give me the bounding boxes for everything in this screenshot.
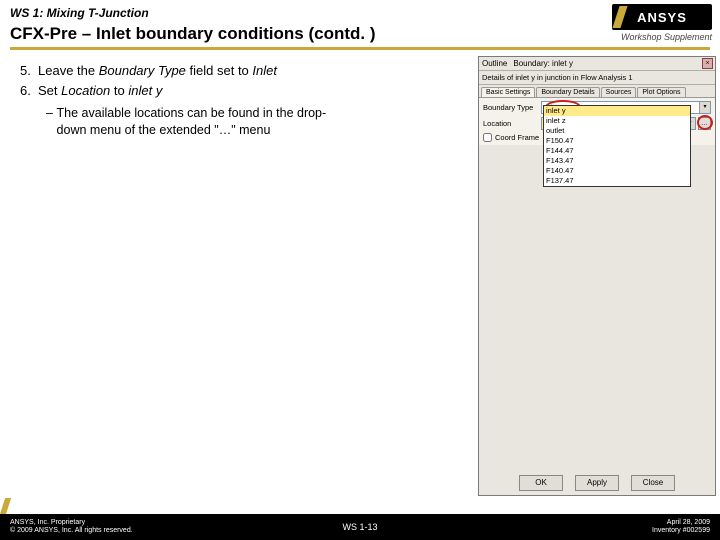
logo-area: ANSYS Workshop Supplement <box>612 4 712 42</box>
footer-proprietary: ANSYS, Inc. Proprietary © 2009 ANSYS, In… <box>10 519 133 536</box>
instructions-block: 5.Leave the Boundary Type field set to I… <box>20 62 340 139</box>
step-number: 6. <box>20 82 38 100</box>
sub-text: The available locations can be found in … <box>57 105 340 139</box>
panel-button-bar: OK Apply Close <box>479 475 715 491</box>
chevron-down-icon[interactable]: ▾ <box>699 102 710 113</box>
instruction-6: 6.Set Location to inlet y <box>20 82 340 100</box>
location-dropdown[interactable]: inlet y inlet z outlet F150.47 F144.47 F… <box>543 105 691 187</box>
boundary-type-label: Boundary Type <box>483 103 541 112</box>
tab-sources[interactable]: Sources <box>601 87 637 97</box>
settings-tabs: Basic Settings Boundary Details Sources … <box>479 85 715 97</box>
list-item[interactable]: F144.47 <box>544 146 690 156</box>
list-item[interactable]: outlet <box>544 126 690 136</box>
form-area: Boundary Type Inlet ▾ Location inlet y ▾… <box>479 97 715 145</box>
close-icon[interactable]: × <box>702 58 713 69</box>
sub-instruction: – The available locations can be found i… <box>46 105 340 139</box>
list-item[interactable]: F140.47 <box>544 166 690 176</box>
step-number: 5. <box>20 62 38 80</box>
list-item[interactable]: F143.47 <box>544 156 690 166</box>
outline-tab[interactable]: Outline <box>482 59 507 68</box>
ok-button[interactable]: OK <box>519 475 563 491</box>
footer-accent-icon <box>0 498 11 514</box>
list-item[interactable]: F137.47 <box>544 176 690 186</box>
coord-frame-label: Coord Frame <box>495 133 539 142</box>
divider-bar <box>10 47 710 50</box>
page-number: WS 1-13 <box>342 522 377 532</box>
apply-button[interactable]: Apply <box>575 475 619 491</box>
logo-text: ANSYS <box>637 10 687 25</box>
coord-frame-checkbox[interactable] <box>483 133 492 142</box>
list-item[interactable]: F150.47 <box>544 136 690 146</box>
list-item[interactable]: inlet y <box>544 106 690 116</box>
logo-slash-icon <box>612 6 627 28</box>
details-label: Details of inlet y in junction in Flow A… <box>479 71 715 85</box>
bullet-dash: – <box>46 105 57 139</box>
instruction-5: 5.Leave the Boundary Type field set to I… <box>20 62 340 80</box>
close-button[interactable]: Close <box>631 475 675 491</box>
panel-tab-bar: Outline Boundary: inlet y × <box>479 57 715 71</box>
extended-menu-button[interactable]: … <box>698 117 711 130</box>
ansys-logo: ANSYS <box>612 4 712 30</box>
location-label: Location <box>483 119 541 128</box>
tab-plot-options[interactable]: Plot Options <box>637 87 685 97</box>
workshop-title: WS 1: Mixing T-Junction <box>10 6 710 20</box>
boundary-tab[interactable]: Boundary: inlet y <box>513 59 573 68</box>
cfx-panel: Outline Boundary: inlet y × Details of i… <box>478 56 716 496</box>
tab-boundary-details[interactable]: Boundary Details <box>536 87 599 97</box>
supplement-label: Workshop Supplement <box>612 32 712 42</box>
footer-bar: ANSYS, Inc. Proprietary © 2009 ANSYS, In… <box>0 514 720 540</box>
page-title: CFX-Pre – Inlet boundary conditions (con… <box>10 24 710 44</box>
list-item[interactable]: inlet z <box>544 116 690 126</box>
footer-date: April 28, 2009 Inventory #002599 <box>652 519 710 536</box>
tab-basic-settings[interactable]: Basic Settings <box>481 87 535 97</box>
